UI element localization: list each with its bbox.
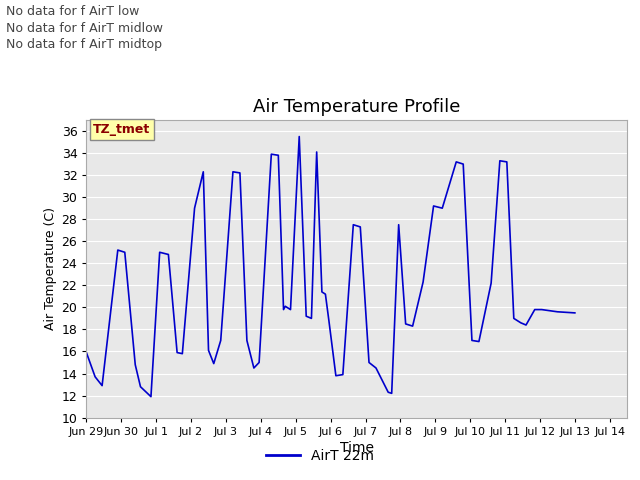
- X-axis label: Time: Time: [340, 441, 374, 455]
- Text: TZ_tmet: TZ_tmet: [93, 123, 150, 136]
- Title: Air Temperature Profile: Air Temperature Profile: [253, 97, 461, 116]
- Text: No data for f AirT midlow: No data for f AirT midlow: [6, 22, 163, 35]
- Text: No data for f AirT low: No data for f AirT low: [6, 5, 140, 18]
- Legend: AirT 22m: AirT 22m: [260, 443, 380, 468]
- Text: No data for f AirT midtop: No data for f AirT midtop: [6, 38, 163, 51]
- Y-axis label: Air Temperature (C): Air Temperature (C): [44, 207, 58, 330]
